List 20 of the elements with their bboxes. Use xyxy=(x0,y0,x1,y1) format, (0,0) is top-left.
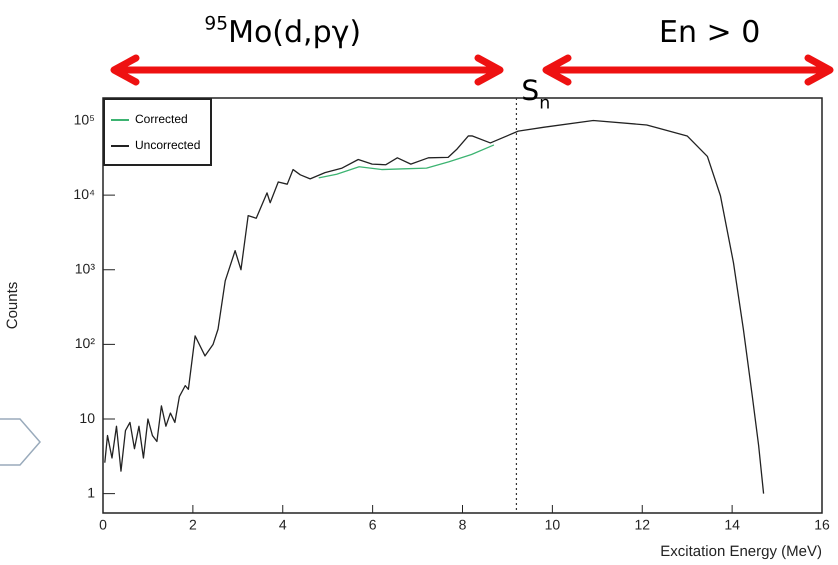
y-tick-label: 10 xyxy=(79,410,96,426)
legend-label: Corrected xyxy=(134,111,189,128)
x-tick-label: 4 xyxy=(278,516,287,532)
y-tick-label: 10² xyxy=(74,335,96,352)
x-tick-label: 6 xyxy=(368,516,377,532)
x-tick-label: 8 xyxy=(458,516,467,532)
x-tick-label: 12 xyxy=(634,516,650,532)
x-tick-label: 16 xyxy=(814,516,830,532)
x-tick-label: 10 xyxy=(544,516,560,532)
text: En > 0 xyxy=(659,15,760,50)
legend-label: Uncorrected xyxy=(134,137,200,154)
y-axis-title: Counts xyxy=(4,282,22,330)
x-tick-label: 0 xyxy=(99,516,108,532)
x-axis-title: Excitation Energy (MeV) xyxy=(660,543,822,560)
y-tick-label: 1 xyxy=(87,484,96,500)
y-tick-label: 10⁴ xyxy=(73,186,95,202)
y-tick-label: 10³ xyxy=(74,260,96,277)
y-tick-label: 10⁵ xyxy=(74,111,95,128)
x-tick-label: 14 xyxy=(724,516,740,532)
x-tick-label: 2 xyxy=(188,516,197,532)
